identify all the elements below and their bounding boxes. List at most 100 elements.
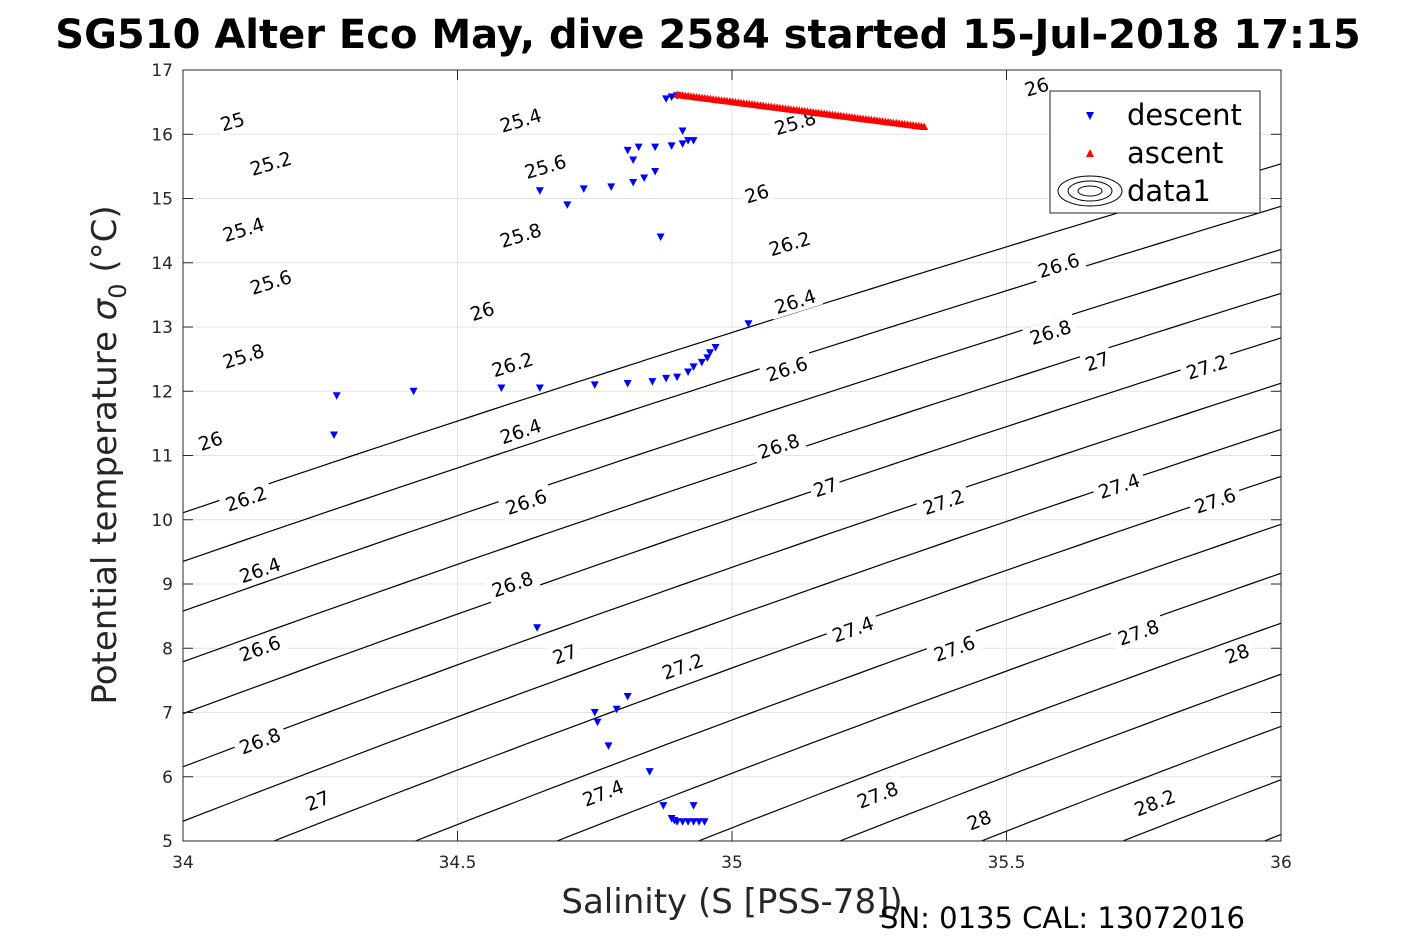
contour-label-bg [484, 345, 541, 383]
contour-label-bg [1090, 466, 1148, 505]
legend-entry-ascent: ascent [1086, 136, 1223, 170]
descent-point [684, 818, 693, 826]
isopycnal-line [413, 523, 1281, 841]
descent-point [648, 378, 657, 386]
contour-label-bg [231, 629, 289, 668]
descent-point [535, 187, 544, 195]
descent-point [640, 174, 649, 182]
contour-label-bg [192, 425, 229, 456]
legend-descent-label: descent [1127, 98, 1242, 132]
contour-label-bg [915, 483, 972, 521]
descent-point [703, 354, 712, 362]
y-axis-ticks: 5 6 7 8 9 10 11 12 13 14 15 16 17 [151, 61, 1281, 852]
y-tick-label: 10 [151, 511, 173, 531]
legend-ascent-label: ascent [1127, 136, 1223, 170]
contour-label-bg [464, 295, 500, 326]
contour-label-bg [492, 216, 549, 254]
isopycnal-line [838, 673, 1281, 841]
contour-label-bg [824, 609, 881, 649]
contour-label-bg [758, 350, 816, 388]
x-axis-ticks: 34 34.5 35 35.5 36 [172, 70, 1292, 873]
isopycnal-line [183, 337, 1281, 715]
descent-point [535, 384, 544, 393]
legend-entry-descent: descent [1086, 98, 1242, 132]
legend-data1-label: data1 [1127, 174, 1211, 208]
contour-label: 25.4 [492, 102, 549, 138]
descent-point [629, 156, 638, 164]
contour-label-bg [214, 106, 250, 137]
descent-point [623, 692, 632, 701]
descent-point [656, 233, 665, 242]
x-tick-label: 35.5 [988, 853, 1026, 873]
contour-label-bg [497, 483, 555, 521]
ascent-series [673, 90, 929, 131]
y-tick-label: 8 [162, 639, 173, 659]
descent-point [667, 142, 676, 150]
chart-title: SG510 Alter Eco May, dive 2584 started 1… [55, 12, 1360, 58]
x-tick-label: 36 [1270, 853, 1292, 873]
contour-label-bg [1079, 346, 1115, 377]
descent-point [706, 349, 715, 357]
contour-label-bg [231, 550, 289, 589]
descent-point [667, 93, 676, 101]
contour-label: 26 [1019, 71, 1055, 102]
x-tick-label: 35 [721, 853, 743, 873]
contour-label-bg [217, 479, 275, 518]
contour-label-bg [517, 148, 574, 185]
contour-label-bg [750, 427, 807, 465]
descent-point [678, 818, 687, 826]
descent-point [623, 146, 632, 155]
y-tick-label: 15 [151, 190, 173, 210]
descent-point [673, 818, 682, 826]
isopycnal-line [183, 382, 1281, 768]
descent-series [329, 92, 753, 826]
x-tick-label: 34 [172, 853, 194, 873]
descent-point [695, 818, 704, 826]
contour-label-bg [492, 102, 549, 138]
descent-point [604, 742, 613, 750]
y-axis-label-subscript: 0 [104, 283, 132, 298]
contour-label-bg [484, 565, 541, 603]
contour-label-bg [242, 263, 299, 301]
contour-label-bg [299, 784, 336, 817]
descent-point [590, 381, 599, 389]
y-tick-label: 9 [162, 575, 173, 595]
y-tick-label: 11 [151, 447, 173, 467]
descent-point [659, 802, 668, 810]
isopycnal-line [555, 572, 1281, 841]
contour-label-bg [654, 646, 711, 686]
contour-label-bg [807, 471, 844, 503]
contour-label-bg [1019, 71, 1055, 102]
y-axis-label-sigma: σ [85, 297, 125, 320]
descent-point [329, 431, 338, 439]
descent-point [689, 137, 698, 145]
descent-point [645, 768, 654, 776]
descent-point [332, 392, 341, 400]
descent-point [629, 178, 638, 187]
contour-label-bg [739, 178, 775, 209]
contour-label-bg [1178, 348, 1236, 386]
contour-label-bg [1126, 782, 1183, 823]
descent-point [711, 344, 720, 352]
descent-point [662, 95, 671, 103]
descent-point [634, 143, 643, 152]
descent-point [678, 127, 687, 136]
y-tick-label: 12 [151, 382, 173, 402]
contour-label-bg [961, 804, 998, 836]
legend-box [1049, 90, 1261, 214]
contour-label-bg [242, 145, 299, 182]
isopycnal-line [183, 428, 1281, 822]
descent-point [533, 624, 542, 632]
contour-label-bg [215, 337, 272, 375]
descent-point [678, 140, 687, 148]
descent-point [744, 320, 753, 328]
x-tick-label: 34.5 [439, 853, 477, 873]
descent-point [607, 183, 616, 191]
contour-label-bg [574, 773, 632, 813]
contour-label: 26 [739, 178, 775, 209]
descent-point [700, 818, 709, 826]
contour-label-bg [1186, 481, 1244, 520]
y-tick-label: 5 [162, 832, 173, 852]
contour-label-bg [1110, 613, 1167, 652]
y-tick-label: 7 [162, 704, 173, 724]
